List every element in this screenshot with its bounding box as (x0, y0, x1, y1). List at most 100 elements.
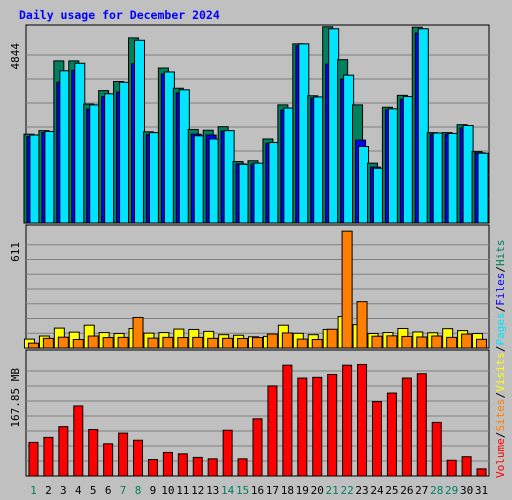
x-tick-label: 23 (355, 484, 368, 497)
volume-bar-volume (431, 421, 442, 477)
visits-bar-sites (42, 337, 54, 349)
x-tick-label: 6 (105, 484, 112, 497)
volume-bar-volume (118, 432, 129, 477)
legend-item-sites: Sites (494, 399, 507, 432)
visits-bar-sites (326, 328, 338, 349)
volume-bar-volume (237, 458, 248, 477)
x-tick-label: 9 (150, 484, 157, 497)
volume-bar-volume (58, 426, 69, 477)
x-tick-label: 17 (266, 484, 279, 497)
visits-bar-sites (87, 335, 99, 349)
x-tick-label: 29 (445, 484, 458, 497)
volume-bar-volume (222, 429, 233, 477)
x-tick-label: 13 (206, 484, 219, 497)
hits-bar-pages (477, 152, 489, 224)
x-tick-label: 5 (90, 484, 97, 497)
legend-separator: / (494, 306, 507, 313)
volume-bar-volume (73, 405, 84, 477)
x-tick-label: 4 (75, 484, 82, 497)
visits-bar-sites (311, 339, 323, 349)
visits-bar-sites (72, 339, 84, 349)
chart-panels: 4844 611 167.85 MB (9, 24, 490, 477)
x-tick-label: 18 (281, 484, 294, 497)
volume-panel: 167.85 MB (9, 349, 490, 477)
volume-bar-volume (446, 459, 457, 477)
x-tick-label: 11 (176, 484, 189, 497)
volume-bar-volume (43, 436, 54, 477)
visits-bar-sites (207, 337, 219, 349)
visits-bar-sites (341, 230, 353, 349)
x-tick-label: 21 (326, 484, 339, 497)
x-tick-label: 1 (30, 484, 37, 497)
visits-panel: 611 (9, 224, 490, 349)
legend-separator: / (494, 432, 507, 439)
volume-bar-volume (177, 453, 188, 477)
visits-bar-sites (117, 336, 129, 349)
volume-bar-volume (297, 377, 308, 477)
x-tick-label: 31 (475, 484, 488, 497)
x-tick-label: 30 (460, 484, 473, 497)
legend-separator: / (494, 266, 507, 273)
hits-panel: 4844 (9, 24, 490, 224)
x-tick-label: 19 (296, 484, 309, 497)
volume-bar-volume (267, 385, 278, 477)
visits-bar-sites (266, 333, 278, 349)
legend-item-volume: Volume (494, 438, 507, 478)
volume-bar-volume (342, 364, 353, 477)
visits-bar-sites (416, 336, 428, 349)
x-tick-label: 20 (311, 484, 324, 497)
legend-item-visits: Visits (494, 352, 507, 392)
volume-bar-volume (28, 441, 39, 477)
legend-separator: / (494, 346, 507, 353)
x-tick-label: 2 (45, 484, 52, 497)
legend-text: Volume/Sites/Visits/Pages/Files/Hits (494, 240, 507, 479)
visits-bar-sites (281, 332, 293, 349)
x-tick-label: 28 (430, 484, 443, 497)
legend-item-pages: Pages (494, 312, 507, 345)
x-tick-label: 7 (120, 484, 127, 497)
hits-max-label: 4844 (9, 43, 22, 70)
volume-bar-volume (207, 458, 218, 477)
volume-bar-volume (192, 456, 203, 477)
visits-bar-sites (401, 335, 413, 349)
x-tick-label: 3 (60, 484, 67, 497)
volume-bar-volume (327, 373, 338, 477)
legend-item-files: Files (494, 273, 507, 306)
visits-bar-sites (237, 338, 249, 349)
visits-bar-sites (252, 337, 263, 349)
visits-bar-sites (57, 336, 69, 349)
x-tick-label: 14 (221, 484, 235, 497)
visits-bar-sites (431, 335, 443, 349)
visits-bar-sites (386, 335, 398, 349)
visits-max-label: 611 (9, 242, 22, 262)
visits-bar-sites (476, 338, 488, 349)
volume-bar-volume (371, 401, 382, 477)
visits-bar-sites (446, 336, 458, 349)
x-tick-label: 24 (370, 484, 384, 497)
volume-bar-volume (386, 392, 397, 477)
visits-plot-frame (25, 224, 490, 349)
legend-item-hits: Hits (494, 240, 507, 267)
volume-bar-volume (312, 376, 323, 477)
volume-bar-volume (103, 443, 114, 477)
visits-bar-sites (356, 301, 368, 349)
visits-bar-sites (147, 337, 159, 349)
visits-bar-sites (222, 337, 234, 349)
visits-bar-sites (102, 337, 114, 349)
visits-bar-sites (162, 336, 174, 349)
legend-separator: / (494, 392, 507, 399)
visits-bar-sites (461, 333, 473, 349)
visits-bar-sites (132, 316, 144, 349)
volume-bar-volume (416, 373, 427, 477)
x-tick-label: 15 (236, 484, 249, 497)
hits-bar-pages (417, 28, 429, 224)
volume-bar-volume (147, 459, 158, 477)
x-tick-label: 26 (400, 484, 413, 497)
x-tick-label: 25 (385, 484, 398, 497)
x-tick-label: 8 (135, 484, 142, 497)
visits-bar-sites (177, 337, 189, 349)
visits-bar-sites (27, 342, 39, 349)
x-tick-label: 10 (161, 484, 174, 497)
x-tick-label: 12 (191, 484, 204, 497)
legend: Volume/Sites/Visits/Pages/Files/Hits (494, 240, 507, 479)
